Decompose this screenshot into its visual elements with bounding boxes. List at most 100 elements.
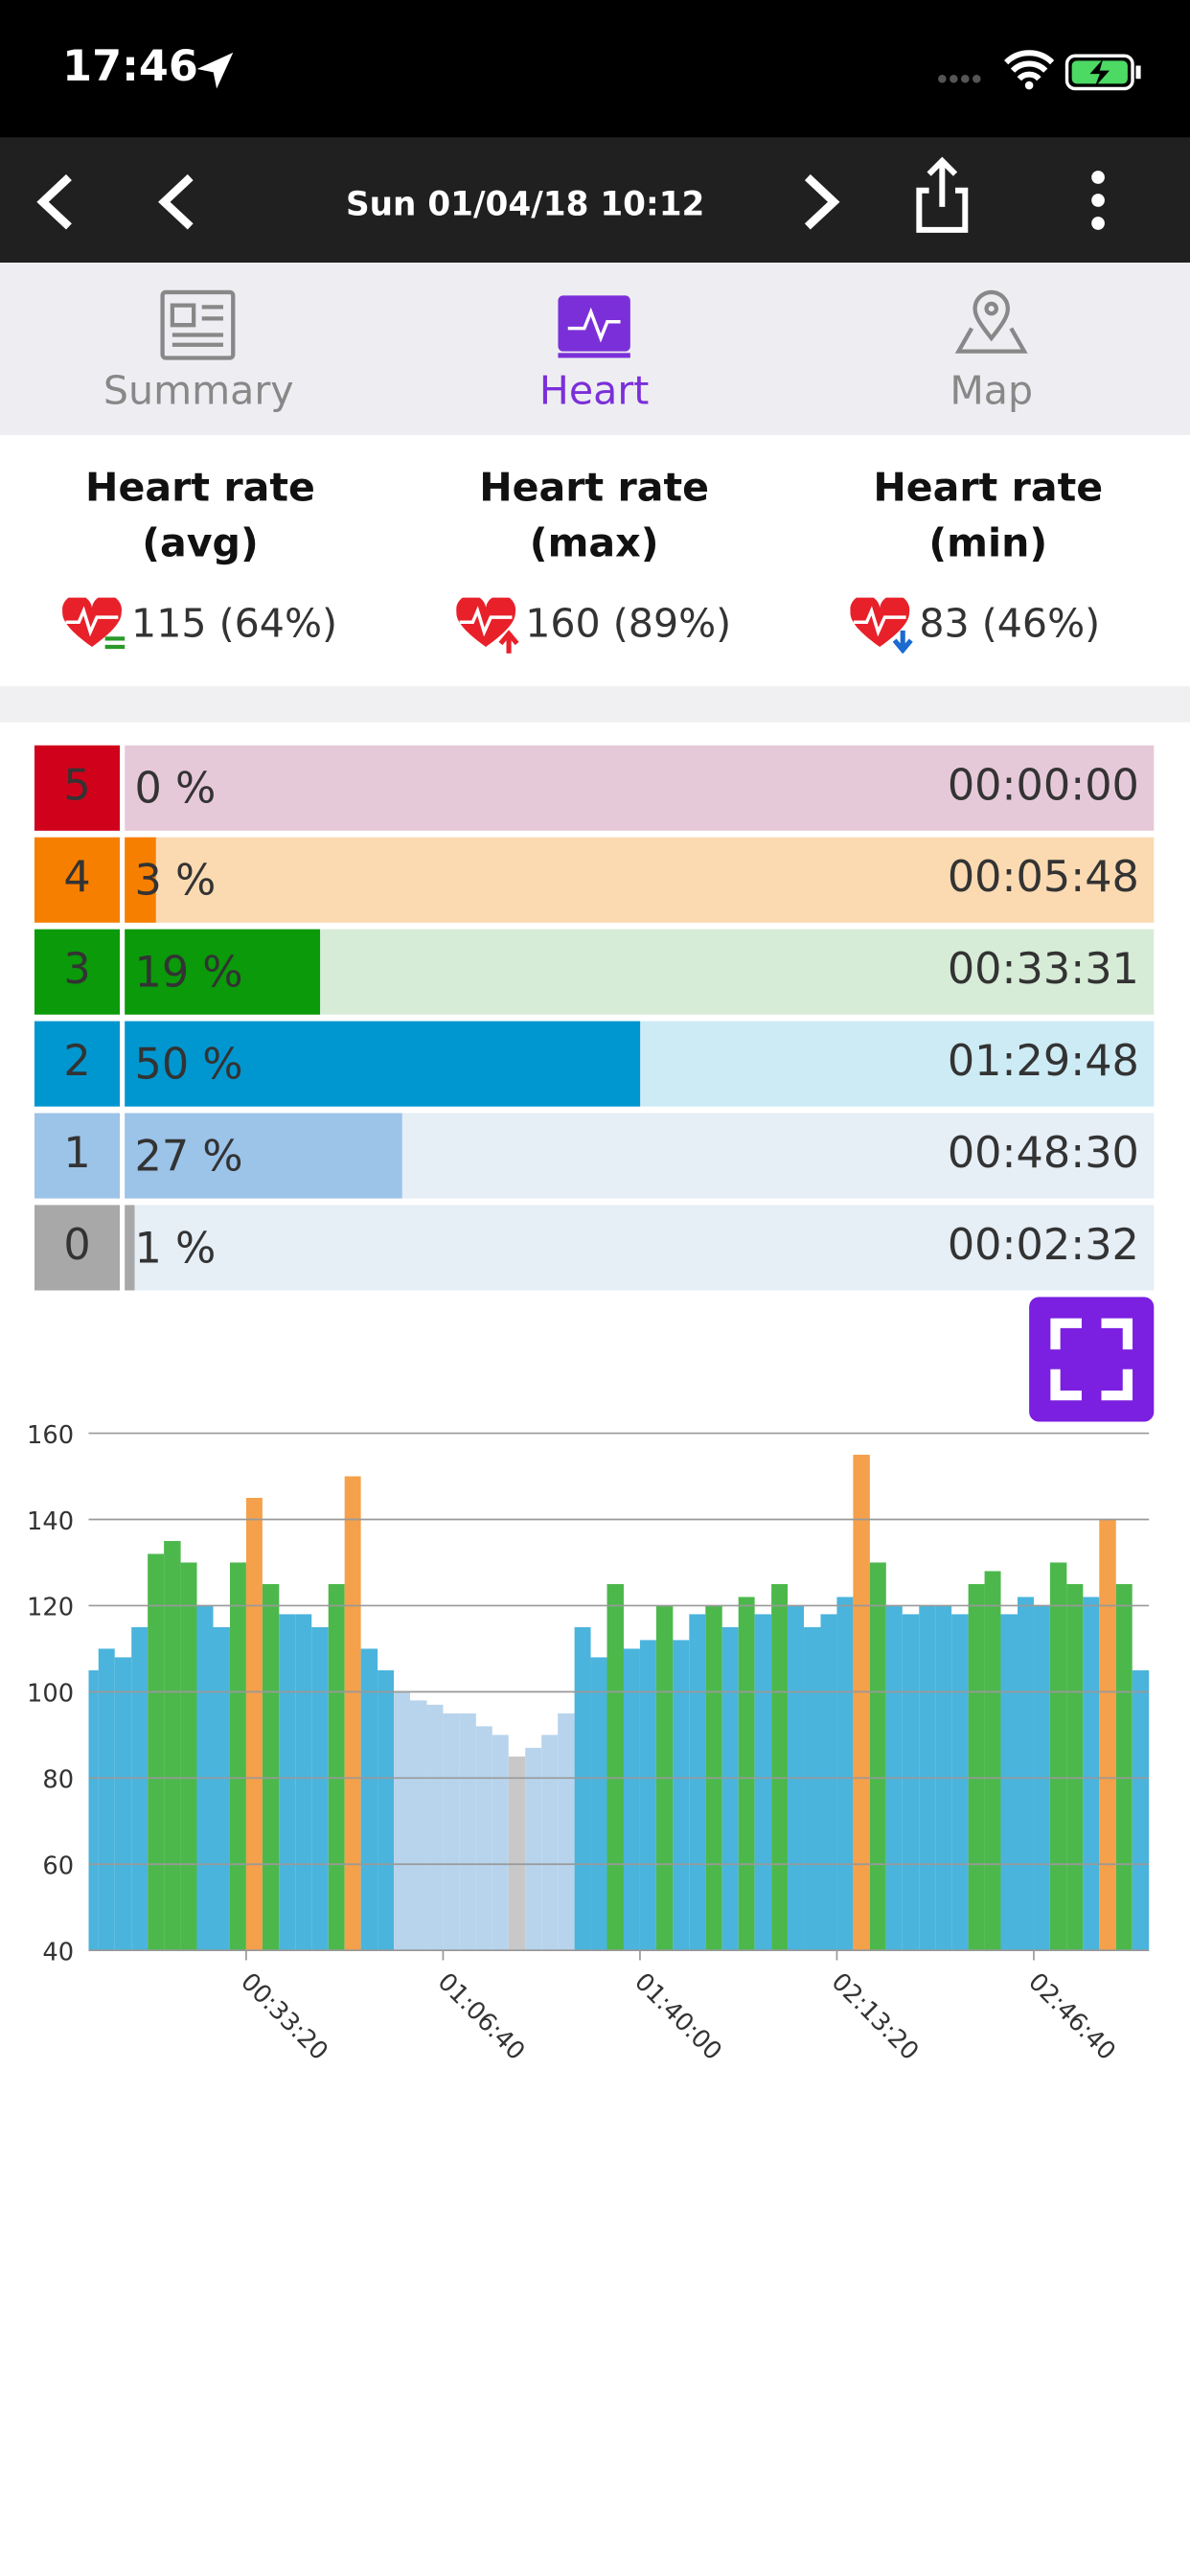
area-slice	[1017, 1597, 1034, 1951]
area-slice	[754, 1614, 772, 1951]
stat-value: 115 (64%)	[131, 600, 338, 647]
area-slice	[279, 1614, 296, 1951]
x-tick-label: 00:33:20	[235, 1967, 333, 2066]
area-slice	[771, 1583, 789, 1951]
zone-time: 01:29:48	[947, 1037, 1139, 1088]
menu-button[interactable]	[1091, 171, 1105, 230]
zone-number: 4	[63, 853, 91, 904]
tab-icons	[160, 289, 1028, 360]
equal	[104, 636, 126, 650]
zone-percent: 27 %	[134, 1133, 243, 1183]
area-slice	[245, 1497, 263, 1951]
share-button[interactable]	[916, 156, 969, 233]
zone-bar-bg	[125, 745, 1155, 831]
fullscreen-icon	[1050, 1318, 1133, 1401]
area-slice	[360, 1648, 378, 1951]
y-tick-label: 120	[27, 1594, 74, 1622]
y-tick-label: 100	[27, 1680, 74, 1709]
area-slice	[164, 1540, 181, 1951]
back-button[interactable]	[36, 173, 72, 230]
zone-number: 5	[63, 761, 91, 812]
area-slice	[1083, 1597, 1100, 1951]
x-tick-label: 01:40:00	[629, 1967, 727, 2066]
heart	[850, 597, 910, 647]
area-slice	[1099, 1519, 1116, 1951]
zone-percent: 19 %	[134, 949, 243, 999]
stat-label: Heart rate (min)	[873, 464, 1104, 567]
area-slice	[344, 1476, 361, 1951]
y-tick-label: 60	[42, 1852, 74, 1881]
area-slice	[459, 1713, 476, 1951]
area-slice	[951, 1614, 969, 1951]
heart	[456, 597, 516, 647]
area-slice	[804, 1626, 821, 1951]
area-slice	[311, 1626, 329, 1951]
y-tick-label: 140	[27, 1507, 74, 1536]
zone-bar-bg	[125, 1205, 1155, 1291]
heart-icon	[850, 597, 913, 654]
zone-number: 3	[63, 945, 91, 996]
area-slice	[1049, 1562, 1067, 1951]
zone-time: 00:33:31	[947, 945, 1139, 996]
heart	[62, 597, 122, 647]
tab-label[interactable]: Heart	[538, 367, 650, 414]
zone-bar-fill	[125, 1205, 135, 1291]
nav-bar: Sun 01/04/18 10:12	[0, 137, 1190, 264]
area-slice	[508, 1756, 526, 1951]
zone-number-box	[34, 1113, 121, 1199]
zone-bar-fill	[125, 1021, 640, 1107]
area-slice	[721, 1626, 739, 1951]
area-slice	[1115, 1583, 1133, 1951]
zone-time: 00:05:48	[947, 853, 1139, 904]
stat-label: Heart rate (avg)	[85, 464, 315, 567]
down	[892, 630, 913, 654]
clock: 17:46	[62, 42, 198, 92]
zone-number: 2	[63, 1037, 91, 1088]
zone-bar-fill	[125, 1113, 403, 1199]
tab-bar	[0, 263, 1190, 435]
area-slice	[853, 1455, 870, 1951]
area-slice	[1066, 1583, 1084, 1951]
area-slice	[869, 1562, 886, 1951]
zone-number-box	[34, 1021, 121, 1107]
area-slice	[623, 1648, 640, 1951]
pulse	[853, 606, 906, 637]
zone-number-box	[34, 1205, 121, 1291]
y-tick-label: 80	[42, 1766, 74, 1795]
status-icons	[938, 50, 1141, 91]
area-slice	[131, 1626, 149, 1951]
area-slice	[590, 1657, 607, 1951]
area-slice	[1000, 1614, 1018, 1951]
area-slice	[689, 1614, 706, 1951]
y-tick-label: 40	[42, 1938, 74, 1966]
next-button[interactable]	[804, 173, 840, 230]
tab-label[interactable]: Map	[950, 367, 1034, 414]
zone-number-box	[34, 837, 121, 923]
status-bar: 17:46	[0, 0, 1190, 138]
area-slice	[1132, 1669, 1150, 1951]
nav-icons	[36, 156, 1105, 233]
zone-percent: 50 %	[134, 1041, 243, 1091]
area-slice	[820, 1614, 837, 1951]
area-slice	[88, 1669, 99, 1951]
zone-time: 00:02:32	[947, 1221, 1139, 1271]
fullscreen-button[interactable]	[1029, 1297, 1155, 1422]
area-slice	[410, 1700, 427, 1951]
area-slice	[262, 1583, 280, 1951]
area-slice	[475, 1726, 492, 1951]
stat-value: 160 (89%)	[525, 600, 732, 647]
area-slice	[148, 1553, 165, 1951]
stat-value: 83 (46%)	[919, 600, 1101, 647]
zone-number-box	[34, 929, 121, 1015]
area-slice	[394, 1691, 411, 1951]
area-slice	[984, 1571, 1001, 1951]
area-slice	[558, 1713, 575, 1951]
area-slice	[836, 1597, 854, 1951]
area-slice	[902, 1614, 920, 1951]
tab-label[interactable]: Summary	[103, 367, 294, 414]
x-tick-label: 02:46:40	[1022, 1967, 1121, 2066]
area-slice	[114, 1657, 132, 1951]
zone-number: 0	[63, 1221, 91, 1271]
zone-number: 1	[63, 1129, 91, 1180]
prev-button[interactable]	[158, 173, 194, 230]
